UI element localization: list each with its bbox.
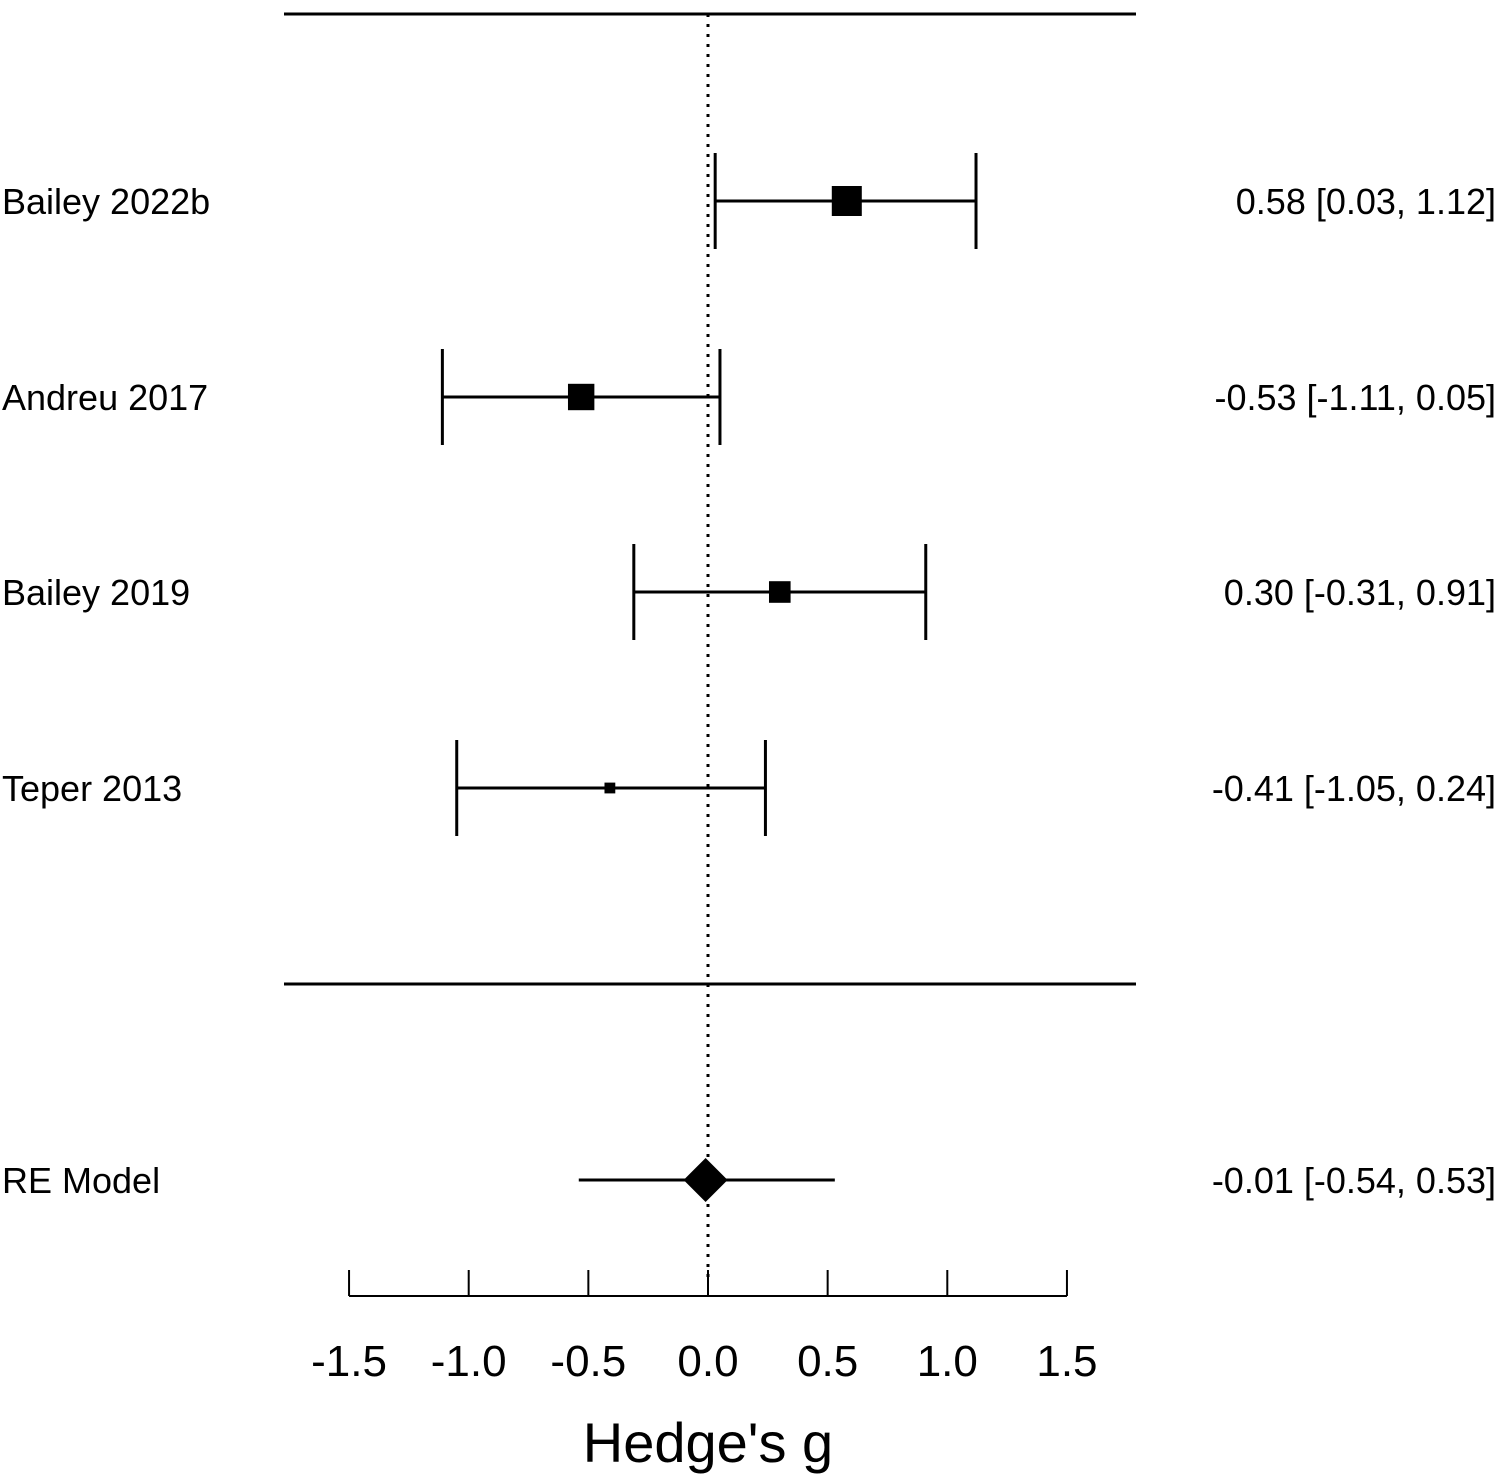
x-tick-label: 0.5 bbox=[797, 1337, 858, 1386]
effect-estimate-label: -0.53 [-1.11, 0.05] bbox=[1214, 377, 1496, 418]
x-tick-label: 1.5 bbox=[1036, 1337, 1097, 1386]
summary-diamond bbox=[683, 1158, 728, 1202]
study-name: Bailey 2022b bbox=[2, 181, 210, 222]
x-tick-label: -0.5 bbox=[550, 1337, 626, 1386]
studies-layer: Bailey 2022b 0.58 [0.03, 1.12] Andreu 2017… bbox=[2, 153, 1496, 836]
effect-size-square bbox=[831, 186, 862, 216]
study-row: Teper 2013 -0.41 [-1.05, 0.24] bbox=[2, 740, 1496, 836]
effect-estimate-label: 0.58 [0.03, 1.12] bbox=[1236, 181, 1496, 222]
study-name: Bailey 2019 bbox=[2, 572, 190, 613]
effect-estimate-label: -0.41 [-1.05, 0.24] bbox=[1212, 768, 1496, 809]
study-row: Bailey 2019 0.30 [-0.31, 0.91] bbox=[2, 544, 1496, 640]
study-name: Andreu 2017 bbox=[2, 377, 208, 418]
x-tick-label: 0.0 bbox=[677, 1337, 738, 1386]
effect-size-square bbox=[768, 581, 791, 603]
effect-estimate-label: 0.30 [-0.31, 0.91] bbox=[1224, 572, 1496, 613]
x-tick-label: 1.0 bbox=[917, 1337, 978, 1386]
x-axis-title: Hedge's g bbox=[583, 1411, 833, 1474]
study-name: Teper 2013 bbox=[2, 768, 182, 809]
x-axis: -1.5 -1.0 -0.5 0.0 0.5 1.0 1.5 bbox=[311, 1270, 1098, 1386]
study-row: Andreu 2017 -0.53 [-1.11, 0.05] bbox=[2, 349, 1496, 445]
summary-layer: RE Model -0.01 [-0.54, 0.53] bbox=[2, 1158, 1496, 1202]
x-tick-label: -1.0 bbox=[431, 1337, 507, 1386]
summary-name: RE Model bbox=[2, 1160, 160, 1201]
effect-size-square bbox=[604, 782, 616, 794]
study-row: Bailey 2022b 0.58 [0.03, 1.12] bbox=[2, 153, 1496, 249]
effect-size-square bbox=[567, 383, 595, 411]
summary-estimate-label: -0.01 [-0.54, 0.53] bbox=[1212, 1160, 1496, 1201]
x-tick-label: -1.5 bbox=[311, 1337, 387, 1386]
